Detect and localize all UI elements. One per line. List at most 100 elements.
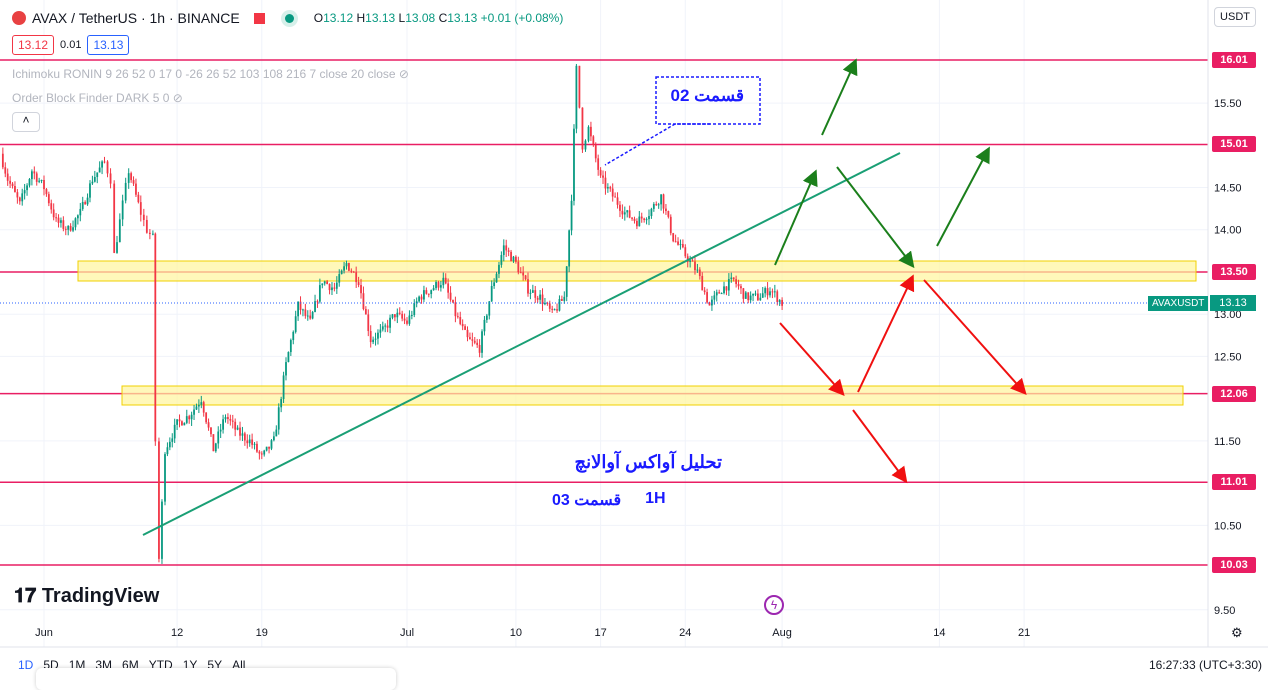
candle-body <box>660 194 662 205</box>
indicator-ichimoku[interactable]: Ichimoku RONIN 9 26 52 0 17 0 -26 26 52 … <box>12 67 409 81</box>
candle-body <box>578 65 581 108</box>
candle-body <box>744 292 747 299</box>
candle-body <box>391 314 394 318</box>
range-1d[interactable]: 1D <box>18 658 34 672</box>
candle-body <box>234 421 237 430</box>
candle-body <box>437 282 440 288</box>
lightning-icon[interactable]: ϟ <box>764 595 784 615</box>
candle-body <box>575 65 578 129</box>
indicator-order-block[interactable]: Order Block Finder DARK 5 0 ⊘ <box>12 91 183 105</box>
eye-off-icon[interactable]: ⊘ <box>398 67 409 81</box>
candle-body <box>161 501 163 559</box>
candle-body <box>193 409 195 415</box>
candle-body <box>778 299 781 303</box>
candle-body <box>69 225 72 231</box>
candle-body <box>89 183 91 198</box>
candle-body <box>381 326 384 330</box>
candle-body <box>343 266 345 271</box>
candle-body <box>285 362 287 376</box>
candle-body <box>282 375 285 400</box>
note-part02: قسمت 02 <box>670 86 744 105</box>
candle-body <box>352 271 355 273</box>
candle-body <box>60 220 62 223</box>
candle-body <box>495 273 498 283</box>
chart-header: AVAX / TetherUS · 1h · BINANCE O13.12 H1… <box>12 10 563 26</box>
buy-button[interactable]: 13.13 <box>87 35 130 55</box>
candle-body <box>96 172 99 177</box>
bearish-arrows <box>779 274 1027 484</box>
candle-body <box>280 399 283 408</box>
level-price-label: 16.01 <box>1212 52 1256 68</box>
candle-body <box>294 316 297 332</box>
candle-body <box>606 187 609 189</box>
candle-body <box>248 439 251 444</box>
candle-body <box>727 279 730 291</box>
candle-body <box>461 323 464 327</box>
candle-body <box>173 424 176 439</box>
drawing-toolbar[interactable] <box>36 668 396 690</box>
candle-body <box>655 204 658 206</box>
candle-body <box>674 241 677 243</box>
candle-body <box>297 301 299 317</box>
candle-body <box>127 173 130 183</box>
candle-body <box>614 196 617 198</box>
candle-body <box>113 183 116 253</box>
candle-body <box>408 315 411 324</box>
candle-body <box>507 250 510 252</box>
candle-body <box>718 292 721 294</box>
candle-body <box>212 434 215 452</box>
candle-body <box>464 326 466 330</box>
candle-body <box>277 407 280 430</box>
candle-body <box>369 331 372 343</box>
candle-body <box>299 301 302 311</box>
candle-body <box>531 290 534 293</box>
candle-body <box>645 219 648 221</box>
settings-icon[interactable]: ⚙ <box>1231 625 1243 640</box>
candle-body <box>190 414 193 420</box>
candle-body <box>776 291 779 303</box>
candle-body <box>265 446 268 451</box>
candle-body <box>52 209 55 218</box>
tradingview-logo[interactable]: 𝟏𝟕 TradingView <box>14 585 160 607</box>
eye-off-icon[interactable]: ⊘ <box>172 91 183 105</box>
level-price-label: 13.50 <box>1212 263 1256 280</box>
candle-body <box>197 404 200 407</box>
candle-body <box>490 286 493 302</box>
candle-body <box>171 438 174 442</box>
candle-body <box>439 285 442 288</box>
candle-body <box>633 218 636 221</box>
candle-body <box>560 299 563 301</box>
candle-body <box>548 303 551 309</box>
level-price-label: 11.01 <box>1212 474 1256 491</box>
symbol-title[interactable]: AVAX / TetherUS · 1h · BINANCE <box>32 10 240 26</box>
candle-body <box>241 433 244 436</box>
candle-body <box>101 161 103 168</box>
candle-body <box>757 293 759 301</box>
candle-body <box>592 136 595 145</box>
candle-body <box>420 296 423 300</box>
candle-body <box>766 288 769 296</box>
candle-body <box>318 285 321 302</box>
candle-body <box>26 185 28 191</box>
candle-body <box>406 320 408 324</box>
y-tick-label: 11.50 <box>1214 436 1241 448</box>
candle-body <box>176 419 178 425</box>
candle-body <box>98 167 101 173</box>
sell-button[interactable]: 13.12 <box>12 35 55 55</box>
candle-body <box>106 161 109 174</box>
candle-body <box>28 179 31 186</box>
candle-body <box>623 212 626 215</box>
candle-body <box>442 277 445 286</box>
candle-body <box>556 309 558 311</box>
candle-body <box>500 255 503 265</box>
collapse-button[interactable]: ˄ <box>12 112 40 132</box>
candle-body <box>398 312 401 314</box>
candle-body <box>689 260 692 263</box>
currency-select[interactable]: USDT <box>1214 7 1256 27</box>
flag-icon[interactable] <box>253 12 265 24</box>
candle-body <box>289 340 292 353</box>
candle-body <box>316 301 319 303</box>
candle-body <box>384 325 387 327</box>
candle-body <box>38 180 41 182</box>
